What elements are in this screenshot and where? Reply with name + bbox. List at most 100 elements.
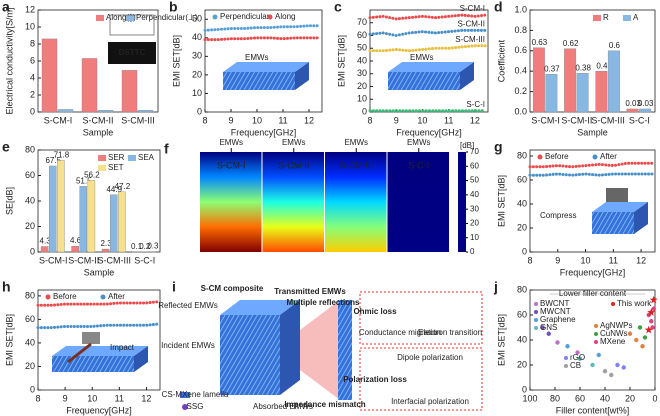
y-tick-label: 10 xyxy=(357,94,367,104)
x-axis-label: Sample xyxy=(84,267,115,277)
panel-label: c xyxy=(334,0,342,15)
point xyxy=(634,337,639,343)
series-line xyxy=(203,24,321,32)
diagram-text: Dipole polarization xyxy=(397,353,463,362)
colorbar xyxy=(458,152,466,252)
x-tick-label: 10 xyxy=(252,115,262,125)
y-tick-label: 4 xyxy=(30,72,35,82)
x-tick-label: 12 xyxy=(470,115,480,125)
bar xyxy=(576,73,589,113)
series-line xyxy=(368,13,487,21)
legend-label: rGO xyxy=(570,353,585,362)
value-label: 0.38 xyxy=(575,63,591,72)
x-tick-label: 8 xyxy=(367,115,372,125)
series-line xyxy=(36,322,159,330)
slab-front xyxy=(388,72,460,90)
y-tick-label: 0 xyxy=(522,384,527,394)
y-tick-label: 40 xyxy=(517,198,527,208)
value-label: 56.2 xyxy=(84,170,100,179)
annotation: EMWs xyxy=(410,53,434,62)
series-line xyxy=(368,28,487,38)
bar xyxy=(57,109,74,113)
point xyxy=(637,325,643,330)
series-label: S-CM-III xyxy=(455,35,485,44)
legend-label: Perpendicular xyxy=(220,12,270,21)
legend-marker xyxy=(564,364,568,368)
point xyxy=(621,365,626,370)
y-tick-label: 20 xyxy=(517,359,527,369)
value-label: 4.6 xyxy=(70,236,82,245)
inset-circuit xyxy=(109,14,155,36)
point xyxy=(615,362,620,368)
y-tick-label: 0 xyxy=(30,384,35,394)
bar xyxy=(118,191,126,253)
x-tick-label: 8 xyxy=(35,393,40,403)
legend-label: SET xyxy=(108,163,124,172)
y-tick-label: 80 xyxy=(517,284,527,294)
y-tick-label: 60 xyxy=(25,170,35,180)
point xyxy=(575,350,580,355)
y-tick-label: 20 xyxy=(25,361,35,371)
point xyxy=(546,331,551,336)
point xyxy=(565,344,570,349)
value-label: 4.3 xyxy=(40,237,52,246)
plot-frame xyxy=(204,9,323,113)
legend-label: Before xyxy=(53,292,77,301)
point xyxy=(651,306,656,311)
y-tick-label: 60 xyxy=(517,174,527,184)
point xyxy=(555,340,560,345)
bar xyxy=(97,110,114,113)
legend-swatch xyxy=(623,15,631,21)
legend-swatch xyxy=(98,165,106,171)
bar xyxy=(57,160,65,253)
composite-side xyxy=(280,300,300,395)
slab-side xyxy=(634,202,648,234)
x-tick-label: S-CM-III xyxy=(121,115,155,125)
slab-top xyxy=(223,62,309,72)
plot-frame xyxy=(529,9,656,113)
diagram-text: CS-MXene lamella xyxy=(162,390,229,399)
x-axis-label: Frequency[GHz] xyxy=(560,267,626,277)
x-tick-label: 11 xyxy=(609,255,618,265)
point xyxy=(650,325,655,330)
y-tick-label: 10 xyxy=(25,21,35,31)
y-tick-label: 0.8 xyxy=(514,25,527,35)
legend-marker xyxy=(534,318,538,322)
slab-top xyxy=(388,62,474,72)
value-label: 0.37 xyxy=(544,64,560,73)
legend-label: Along xyxy=(275,12,295,21)
x-tick-label: 9 xyxy=(394,115,399,125)
inset-photo xyxy=(108,42,156,64)
x-axis-label: Frequency[GHz] xyxy=(231,127,297,137)
point xyxy=(642,335,648,340)
diagram-text: Reflected EMWs xyxy=(158,301,218,310)
series-label: S-CM-II xyxy=(457,20,485,29)
y-tick-label: 0.4 xyxy=(514,66,527,76)
y-axis-label: SE[dB] xyxy=(4,187,14,215)
diagram-text: Conductance migration xyxy=(359,328,441,337)
y-tick-label: 30 xyxy=(192,51,202,61)
heat-column xyxy=(200,152,262,252)
star-point xyxy=(649,295,658,304)
emw-label: EMWs xyxy=(219,138,243,147)
x-tick-label: 9 xyxy=(63,393,68,403)
diagram-text: Absorbed EMWs xyxy=(253,402,313,411)
value-label: 0.03 xyxy=(625,99,641,108)
value-label: 0.2 xyxy=(139,242,151,251)
y-tick-label: 40 xyxy=(192,32,202,42)
diagram-text: Incident EMWs xyxy=(161,341,215,350)
heat-column xyxy=(387,152,449,252)
bar xyxy=(607,50,620,113)
legend-label: Graphene xyxy=(540,315,576,324)
y-tick-label: 70 xyxy=(357,17,367,27)
legend-label: After xyxy=(600,152,617,161)
y-axis-label: EMI SET[dB] xyxy=(336,35,346,87)
bar xyxy=(109,194,118,253)
y-tick-label: 80 xyxy=(25,144,35,154)
bar xyxy=(595,70,608,113)
colorbar-tick-label: 30 xyxy=(470,204,479,213)
x-tick-label: S-CM-III xyxy=(591,115,625,125)
hammer-handle xyxy=(67,342,92,364)
annotation: Lower filler content xyxy=(559,289,627,298)
x-tick-label: 8 xyxy=(202,115,207,125)
